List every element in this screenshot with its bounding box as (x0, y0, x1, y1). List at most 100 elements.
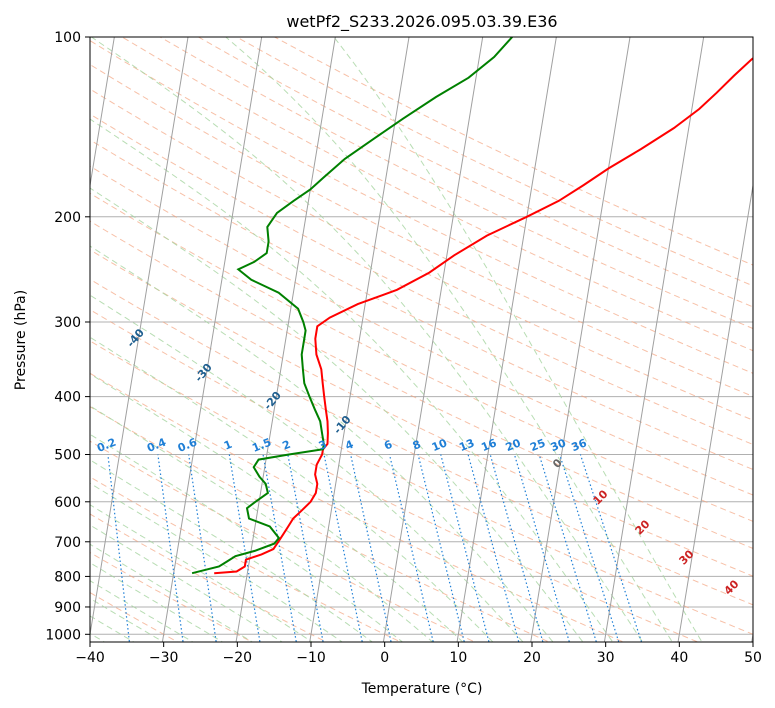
dry-adiabat (90, 340, 700, 642)
dry-adiabat (90, 406, 551, 642)
moist-adiabat (90, 294, 524, 642)
mixing-ratio-line (417, 454, 465, 642)
dry-adiabat (90, 249, 753, 577)
isotherm (90, 37, 189, 638)
x-tick-label: 20 (523, 650, 541, 666)
dry-adiabat (90, 113, 753, 446)
moist-adiabat (90, 433, 404, 642)
moist-adiabat (90, 245, 554, 642)
isotherm (751, 631, 753, 642)
mixing-ratio-line (228, 454, 261, 642)
x-tick-label: 10 (449, 650, 467, 666)
moist-adiabat (91, 37, 644, 642)
temperature-profile (214, 57, 753, 575)
mixing-ratio-label: 0.4 (145, 435, 168, 454)
dry-adiabat (90, 552, 253, 642)
mixing-ratio-line (350, 454, 392, 642)
moist-adiabat (90, 543, 254, 642)
moist-adiabat (90, 336, 494, 642)
mixing-ratio-label: 4 (343, 438, 355, 453)
isotherm (530, 37, 631, 642)
moist-adiabat (90, 597, 165, 642)
moist-adiabat (90, 187, 584, 642)
mixing-ratio-label: 13 (457, 436, 476, 454)
plot-frame (89, 36, 754, 643)
mixing-ratio-line (538, 454, 597, 642)
y-tick-label: 200 (54, 210, 81, 226)
mixing-ratio-line (559, 454, 620, 642)
dewpoint-profile (191, 37, 513, 575)
isotherm (161, 37, 263, 642)
isotherm-label: -50 (58, 278, 81, 302)
mixing-ratio-line (323, 454, 363, 642)
dry-adiabat (90, 278, 753, 606)
dry-adiabat (90, 139, 753, 470)
x-tick-label: −10 (296, 650, 326, 666)
axes: −40 −30 −20 −10 0 10 20 30 40 5010020030040050060… (45, 30, 762, 666)
mixing-ratio-label: 16 (479, 436, 498, 454)
moist-adiabat-label: 30 (677, 547, 697, 567)
mixing-ratio-line (287, 454, 324, 642)
y-tick-label: 700 (54, 535, 81, 551)
x-tick-label: −20 (223, 650, 253, 666)
mixing-ratio-line (467, 454, 520, 642)
isotherm (382, 37, 484, 642)
y-tick-label: 100 (54, 30, 81, 46)
isotherm (603, 37, 705, 642)
x-tick-label: −30 (149, 650, 179, 666)
dry-adiabat (90, 165, 753, 496)
moist-adiabat (90, 580, 194, 642)
dry-adiabat (90, 309, 753, 635)
mixing-ratio-label: 25 (528, 436, 547, 454)
moist-adiabat (90, 482, 344, 642)
isotherm (90, 37, 115, 189)
mixing-ratio-line (388, 454, 434, 642)
moist-adiabat (225, 37, 673, 642)
moist-adiabat-label: 0 (550, 456, 565, 471)
dry-adiabat (90, 513, 328, 642)
mixing-ratio-label: 2 (281, 438, 293, 453)
moist-adiabat-label: 40 (722, 577, 742, 597)
moist-adiabat (90, 459, 374, 642)
y-tick-label: 800 (54, 569, 81, 585)
chart-title: wetPf2_S233.2026.095.03.39.E36 (286, 12, 557, 32)
mixing-ratio-label: 1 (222, 438, 234, 453)
dry-adiabat (90, 192, 753, 522)
mixing-ratio-line (513, 454, 570, 642)
isotherm (456, 37, 557, 642)
isotherm (309, 37, 410, 642)
dry-adiabat (90, 63, 753, 397)
dry-adiabat (274, 37, 753, 266)
y-tick-label: 600 (54, 495, 81, 511)
mixing-ratio-line (157, 454, 184, 642)
moist-adiabat (90, 373, 464, 642)
mixing-ratio-line (489, 454, 544, 642)
x-tick-label: 50 (744, 650, 762, 666)
y-tick-label: 400 (54, 390, 81, 406)
dry-adiabat (198, 37, 753, 308)
mixing-ratio-label: 6 (382, 438, 394, 453)
y-tick-label: 1000 (45, 627, 81, 643)
moist-adiabat (90, 524, 284, 642)
isotherm (235, 37, 336, 642)
mixing-ratio-line (440, 454, 490, 642)
dry-adiabat (90, 220, 753, 549)
moist-adiabat (90, 405, 434, 642)
isotherm-label: -20 (261, 389, 284, 413)
mixing-ratio-line (188, 454, 217, 642)
moist-adiabat (90, 562, 224, 642)
moist-adiabat-label: 20 (633, 517, 653, 537)
moist-adiabat (90, 118, 614, 642)
isotherm-label: -30 (192, 361, 215, 385)
dry-adiabat (90, 88, 753, 421)
y-tick-label: 500 (54, 447, 81, 463)
isotherm-label: -60 (0, 239, 14, 263)
mixing-ratio-line (61, 454, 80, 649)
mixing-ratio-label: 0.2 (95, 436, 118, 455)
mixing-ratio-label: 36 (570, 436, 589, 454)
moist-adiabat (333, 37, 703, 642)
y-axis-label: Pressure (hPa) (13, 290, 29, 390)
x-tick-label: −40 (75, 650, 105, 666)
mixing-ratio-line (579, 454, 643, 642)
